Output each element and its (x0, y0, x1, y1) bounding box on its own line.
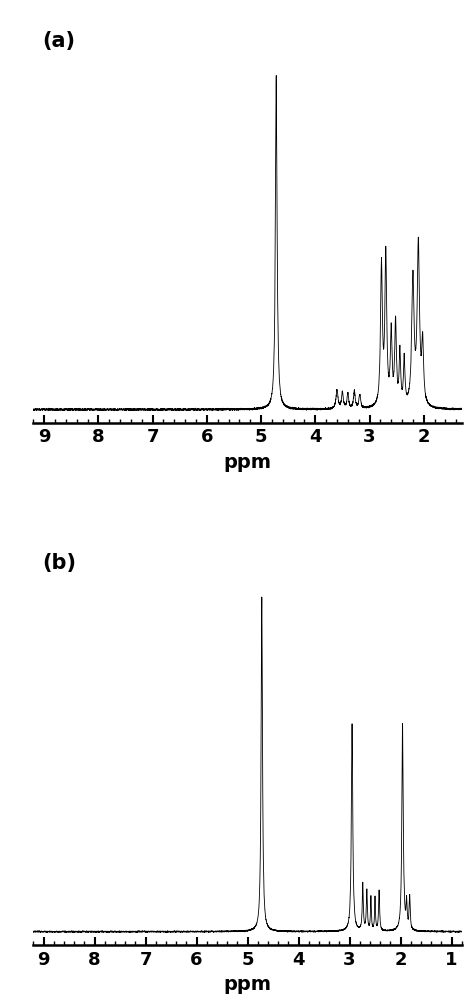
Text: (b): (b) (42, 553, 76, 573)
X-axis label: ppm: ppm (224, 975, 271, 994)
X-axis label: ppm: ppm (224, 453, 271, 472)
Text: (a): (a) (42, 31, 75, 51)
